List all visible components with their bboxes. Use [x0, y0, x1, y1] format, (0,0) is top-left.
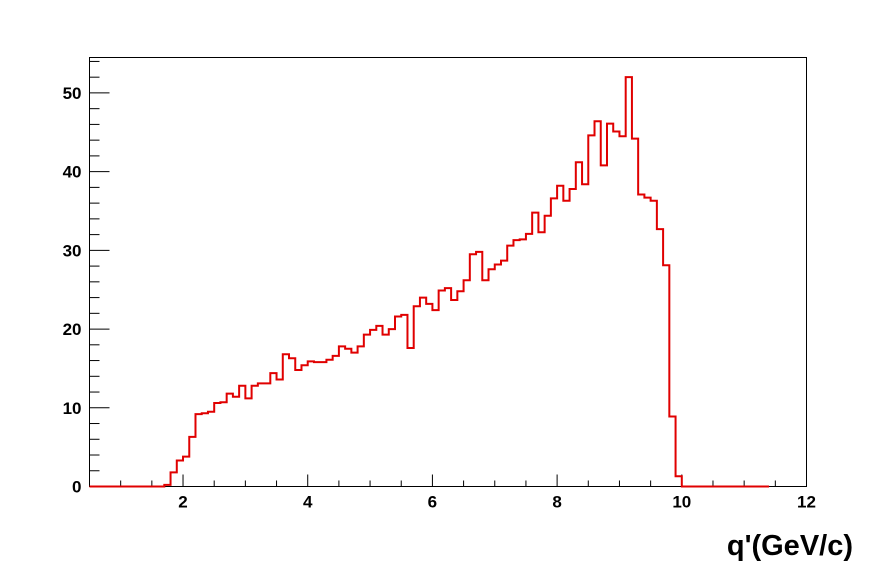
- y-axis-ticks: [89, 60, 110, 487]
- x-tick-label: 2: [178, 493, 187, 512]
- y-tick-label: 30: [63, 241, 82, 260]
- y-tick-label: 0: [72, 478, 81, 497]
- x-axis-tick-labels: 2 4 6 8 10 12: [178, 493, 816, 512]
- y-tick-label: 10: [63, 399, 82, 418]
- x-tick-label: 8: [552, 493, 561, 512]
- x-tick-label: 6: [428, 493, 437, 512]
- histogram-series-line: [89, 76, 770, 488]
- y-tick-label: 40: [63, 163, 82, 182]
- y-tick-label: 20: [63, 320, 82, 339]
- y-tick-label: 50: [63, 84, 82, 103]
- x-tick-label: 10: [672, 493, 691, 512]
- x-axis-title: q'(GeV/c): [727, 530, 853, 562]
- x-tick-label: 12: [797, 493, 816, 512]
- y-axis-tick-labels: 0 10 20 30 40 50: [63, 84, 82, 497]
- x-axis-ticks: [89, 474, 807, 487]
- plot-frame: [89, 57, 807, 487]
- x-tick-label: 4: [303, 493, 313, 512]
